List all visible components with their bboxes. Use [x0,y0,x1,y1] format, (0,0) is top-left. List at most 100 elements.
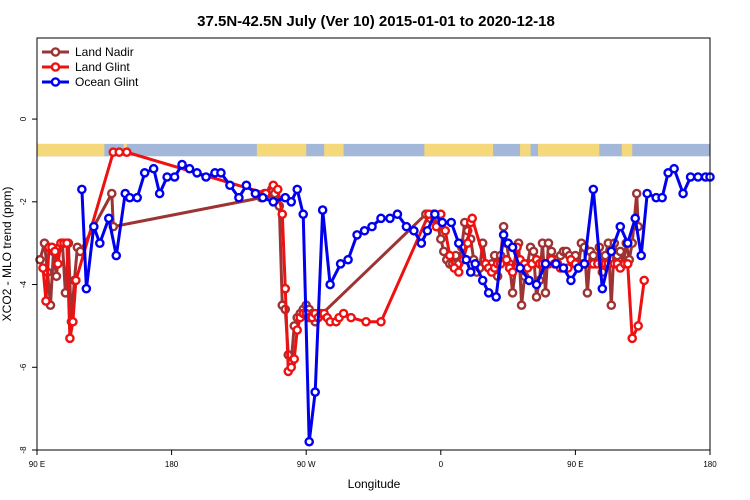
ocean-glint-point [657,192,667,203]
land-segment [324,143,344,157]
ocean-glint-point [139,168,150,178]
ocean-glint-point [430,209,440,220]
land-glint-point [114,147,125,157]
land-glint-point [639,275,649,286]
ocean-glint-point [335,259,346,269]
land-glint-point [53,259,63,269]
ocean-glint-point [422,225,433,236]
ocean-glint-point [343,254,353,265]
ocean-glint-point [111,250,122,261]
x-tick-label: 90 E [29,460,45,469]
land-glint-point [627,333,638,344]
ocean-glint-point [669,163,679,174]
land-glint-point [272,184,283,195]
x-tick-label: 90 W [297,460,316,469]
land-segment [621,143,633,157]
land-glint-point [280,283,291,294]
land-glint-point [462,238,473,248]
ocean-glint-point [367,221,377,232]
ocean-glint-point [77,184,87,195]
ocean-glint-point [579,259,590,269]
land-nadir-point [498,221,509,232]
ocean-glint-point [359,225,370,236]
land-glint-point [286,362,297,373]
land-glint-point [444,250,455,261]
y-tick-label: -8 [19,446,28,454]
ocean-glint-point [446,217,457,228]
ocean-glint-point [286,197,297,207]
land-glint-point [65,333,75,344]
x-tick-label: 180 [165,460,179,469]
ocean-glint-point [268,197,279,207]
x-tick-label: 180 [703,460,717,469]
ocean-glint-point [184,163,195,174]
land-nadir-point [540,288,551,298]
land-segment [520,143,531,157]
land-nadir-point [582,288,593,298]
y-axis: 0 -2 -4 -6 -8 [19,116,37,454]
land-glint-point [453,267,464,277]
ocean-glint-point [169,172,180,182]
ocean-glint-point [437,217,448,228]
ocean-glint-point [515,263,525,273]
ocean-glint-point [392,209,403,220]
ocean-glint-point [376,213,386,224]
ocean-glint-point [531,279,542,290]
ocean-glint-point [498,230,509,240]
land-nadir-point [516,300,527,311]
land-nadir-line [38,187,640,365]
ocean-glint-point [89,221,99,232]
ocean-glint-point [177,159,187,170]
y-tick-label: -2 [19,198,28,206]
land-glint-point [50,246,60,257]
ocean-glint-point [385,213,395,224]
ocean-glint-point [250,188,261,199]
legend-marker-ocean-glint [50,77,61,87]
ocean-glint-point [465,267,476,277]
land-glint-point [121,147,132,157]
land-glint-point [277,209,288,220]
land-nadir-point [528,246,539,257]
ocean-glint-point [461,254,472,265]
ocean-glint-point [225,180,235,191]
land-nadir-point [631,188,642,199]
ocean-glint-point [292,184,303,195]
ocean-glint-point [630,213,641,224]
land-nadir-point [531,292,542,302]
ocean-glint-point [95,238,105,248]
land-nadir-point [51,271,62,282]
ocean-glint-point [622,238,633,248]
ocean-glint-point [483,288,494,298]
land-glint-point [338,308,349,319]
land-nadir-point [35,254,45,265]
ocean-glint-point [685,172,696,182]
ocean-glint-point [154,188,165,199]
ocean-glint-point [241,180,252,191]
land-nadir-point [106,188,117,199]
ocean-glint-point [597,283,608,294]
ocean-glint-point [201,172,211,182]
ocean-glint-point [258,192,268,203]
ocean-glint-point [310,387,320,397]
ocean-glint-point [588,184,599,195]
legend-label-land-glint: Land Glint [75,60,130,74]
land-glint-point [361,316,371,327]
land-nadir-point [507,288,518,298]
land-glint-point [467,213,478,224]
ocean-glint-point [162,172,172,182]
ocean-glint-point [507,242,518,253]
ocean-glint-point [540,259,551,269]
ocean-glint-point [606,246,617,257]
ocean-glint-point [124,192,135,203]
land-glint-point [289,354,300,364]
ocean-glint-point [325,279,335,290]
ocean-glint-point [477,275,488,286]
ocean-glint-point [416,238,427,248]
ocean-glint-point [678,188,688,199]
land-nadir-point [606,300,617,311]
land-glint-point [507,267,518,277]
ocean-glint-point [192,168,202,178]
land-glint-point [622,259,633,269]
ocean-glint-point [524,275,534,286]
ocean-glint-line [80,163,710,444]
